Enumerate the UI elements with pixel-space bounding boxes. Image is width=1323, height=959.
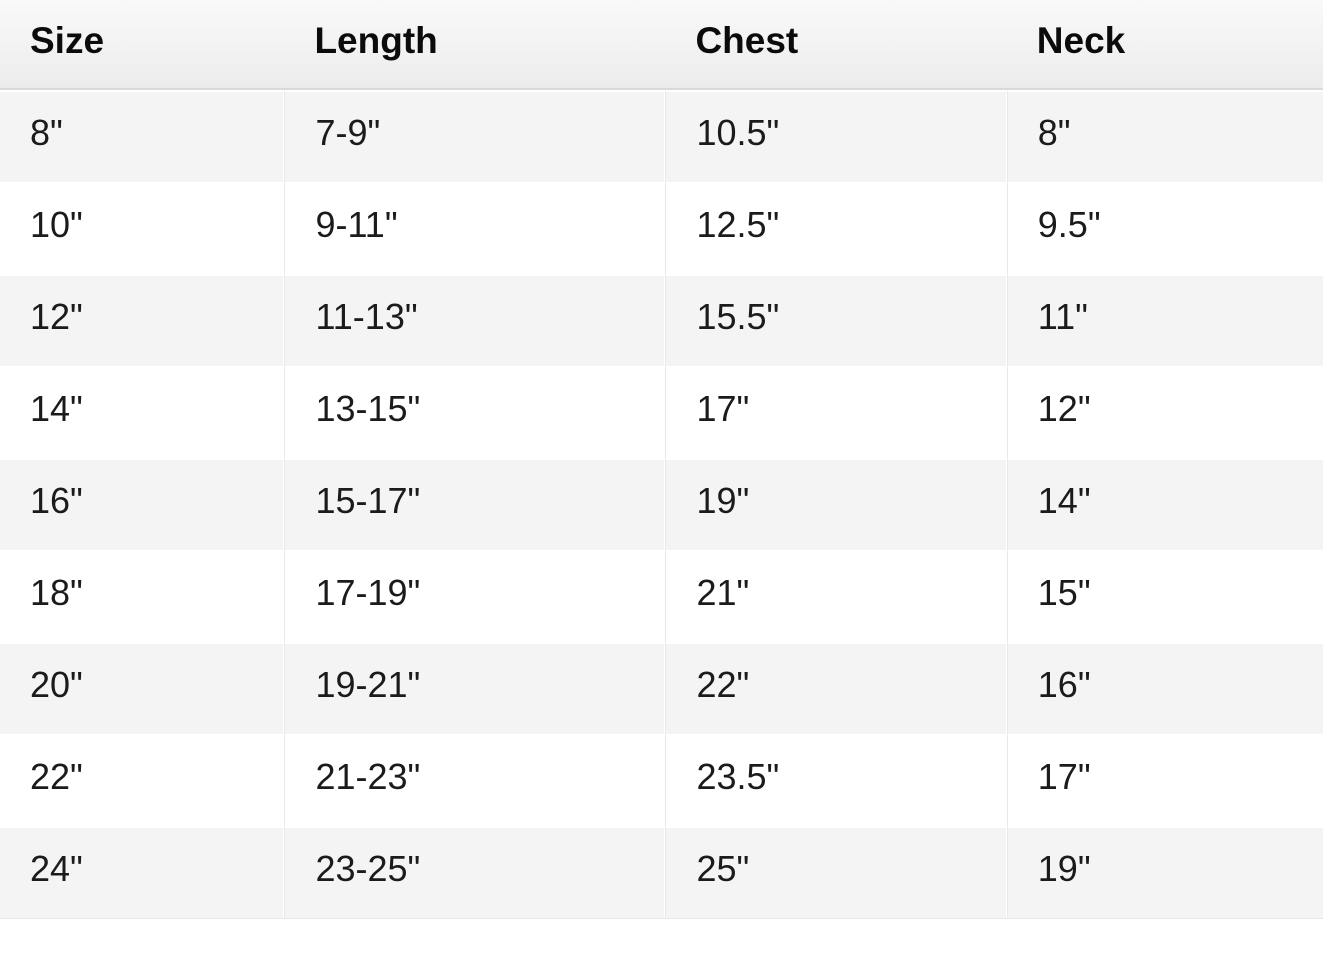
table-cell: 19"	[665, 458, 1007, 550]
table-cell: 23-25"	[284, 826, 666, 918]
table-row: 24" 23-25" 25" 19"	[0, 826, 1323, 918]
size-chart-header: Size Length Chest Neck	[0, 0, 1323, 90]
column-header-length: Length	[284, 0, 666, 90]
table-cell: 7-9"	[284, 90, 666, 182]
table-cell: 17"	[1006, 734, 1323, 826]
header-row: Size Length Chest Neck	[0, 0, 1323, 90]
table-cell: 11-13"	[284, 274, 666, 366]
table-cell: 25"	[665, 826, 1007, 918]
table-row: 10" 9-11" 12.5" 9.5"	[0, 182, 1323, 274]
column-header-neck: Neck	[1006, 0, 1323, 90]
table-row: 22" 21-23" 23.5" 17"	[0, 734, 1323, 826]
table-row: 8" 7-9" 10.5" 8"	[0, 90, 1323, 182]
table-cell: 22"	[0, 734, 285, 826]
table-cell: 17-19"	[284, 550, 666, 642]
table-cell: 15-17"	[284, 458, 666, 550]
column-header-chest: Chest	[665, 0, 1007, 90]
table-cell: 16"	[1006, 642, 1323, 734]
table-row: 16" 15-17" 19" 14"	[0, 458, 1323, 550]
table-cell: 15.5"	[665, 274, 1007, 366]
table-cell: 21"	[665, 550, 1007, 642]
table-cell: 15"	[1006, 550, 1323, 642]
table-cell: 12"	[1006, 366, 1323, 458]
table-cell: 12"	[0, 274, 285, 366]
table-cell: 11"	[1006, 274, 1323, 366]
column-header-size: Size	[0, 0, 285, 90]
table-row: 14" 13-15" 17" 12"	[0, 366, 1323, 458]
table-row: 12" 11-13" 15.5" 11"	[0, 274, 1323, 366]
table-row: 20" 19-21" 22" 16"	[0, 642, 1323, 734]
table-row: 18" 17-19" 21" 15"	[0, 550, 1323, 642]
table-cell: 22"	[665, 642, 1007, 734]
table-cell: 10"	[0, 182, 285, 274]
table-cell: 21-23"	[284, 734, 666, 826]
table-cell: 20"	[0, 642, 285, 734]
table-cell: 13-15"	[284, 366, 666, 458]
table-cell: 23.5"	[665, 734, 1007, 826]
table-cell: 10.5"	[665, 90, 1007, 182]
table-cell: 17"	[665, 366, 1007, 458]
table-cell: 8"	[1006, 90, 1323, 182]
table-cell: 9.5"	[1006, 182, 1323, 274]
table-cell: 12.5"	[665, 182, 1007, 274]
table-cell: 18"	[0, 550, 285, 642]
table-cell: 9-11"	[284, 182, 666, 274]
table-cell: 16"	[0, 458, 285, 550]
table-cell: 8"	[0, 90, 285, 182]
table-cell: 14"	[0, 366, 285, 458]
table-cell: 19-21"	[284, 642, 666, 734]
size-chart-body: 8" 7-9" 10.5" 8" 10" 9-11" 12.5" 9.5" 12" 11-13" 1…	[0, 90, 1323, 918]
size-chart-table: Size Length Chest Neck 8" 7-9" 10.5" 8" 10" 9…	[0, 0, 1323, 919]
table-cell: 19"	[1006, 826, 1323, 918]
table-cell: 24"	[0, 826, 285, 918]
table-cell: 14"	[1006, 458, 1323, 550]
